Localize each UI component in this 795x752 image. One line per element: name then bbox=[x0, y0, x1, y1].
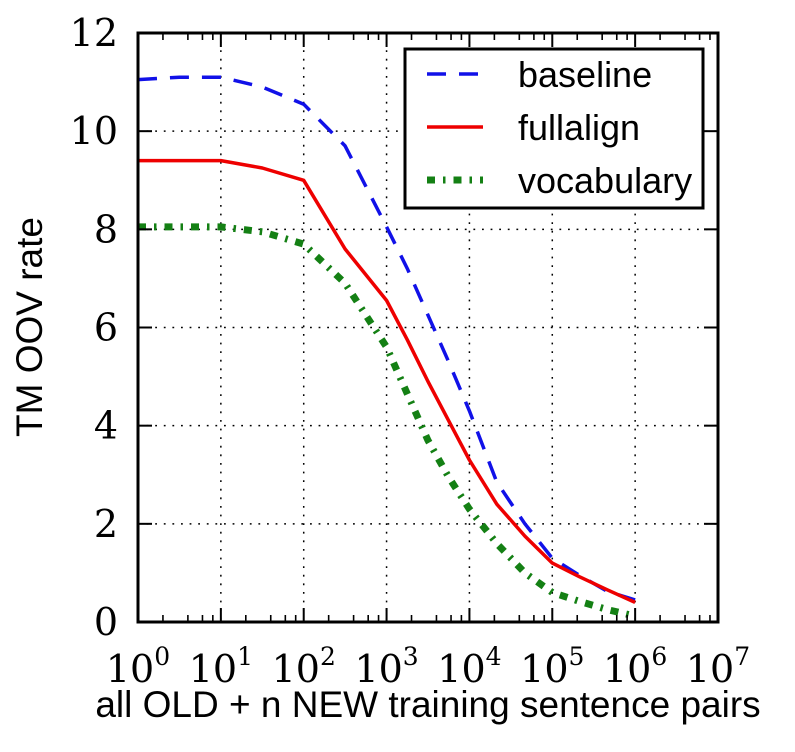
x-tick-label: 106 bbox=[603, 642, 667, 691]
y-tick-label: 6 bbox=[94, 306, 118, 350]
x-tick-label: 107 bbox=[686, 642, 750, 691]
x-tick-label: 101 bbox=[189, 642, 253, 691]
legend: baseline fullalign vocabulary bbox=[403, 47, 705, 210]
x-tick-label: 102 bbox=[272, 642, 336, 691]
y-axis-label: TM OOV rate bbox=[9, 217, 50, 437]
y-tick-label: 8 bbox=[94, 207, 118, 251]
x-axis-label: all OLD + n NEW training sentence pairs bbox=[95, 684, 760, 725]
x-tick-label: 103 bbox=[354, 642, 418, 691]
legend-label-baseline: baseline bbox=[518, 54, 652, 95]
legend-label-vocabulary: vocabulary bbox=[518, 160, 692, 201]
series-baseline-line bbox=[137, 75, 636, 602]
x-tick-label: 104 bbox=[437, 642, 501, 691]
axes-layer bbox=[136, 31, 720, 624]
plot-frame bbox=[136, 31, 720, 624]
series-vocabulary-line bbox=[138, 223, 636, 620]
tick-label-layer: 0 2 4 6 8 10 12 100 101 102 103 104 105 106 107 bbox=[70, 11, 750, 691]
y-tick-label: 10 bbox=[70, 109, 118, 153]
x-tick-label: 100 bbox=[106, 642, 170, 691]
legend-label-fullalign: fullalign bbox=[518, 107, 640, 148]
y-tick-label: 12 bbox=[70, 11, 118, 55]
y-tick-label: 4 bbox=[94, 404, 118, 448]
y-tick-label: 2 bbox=[94, 502, 118, 546]
series-layer bbox=[137, 75, 636, 620]
y-tick-label: 0 bbox=[94, 600, 118, 644]
series-fullalign-line bbox=[138, 158, 636, 604]
x-tick-label: 105 bbox=[520, 642, 584, 691]
